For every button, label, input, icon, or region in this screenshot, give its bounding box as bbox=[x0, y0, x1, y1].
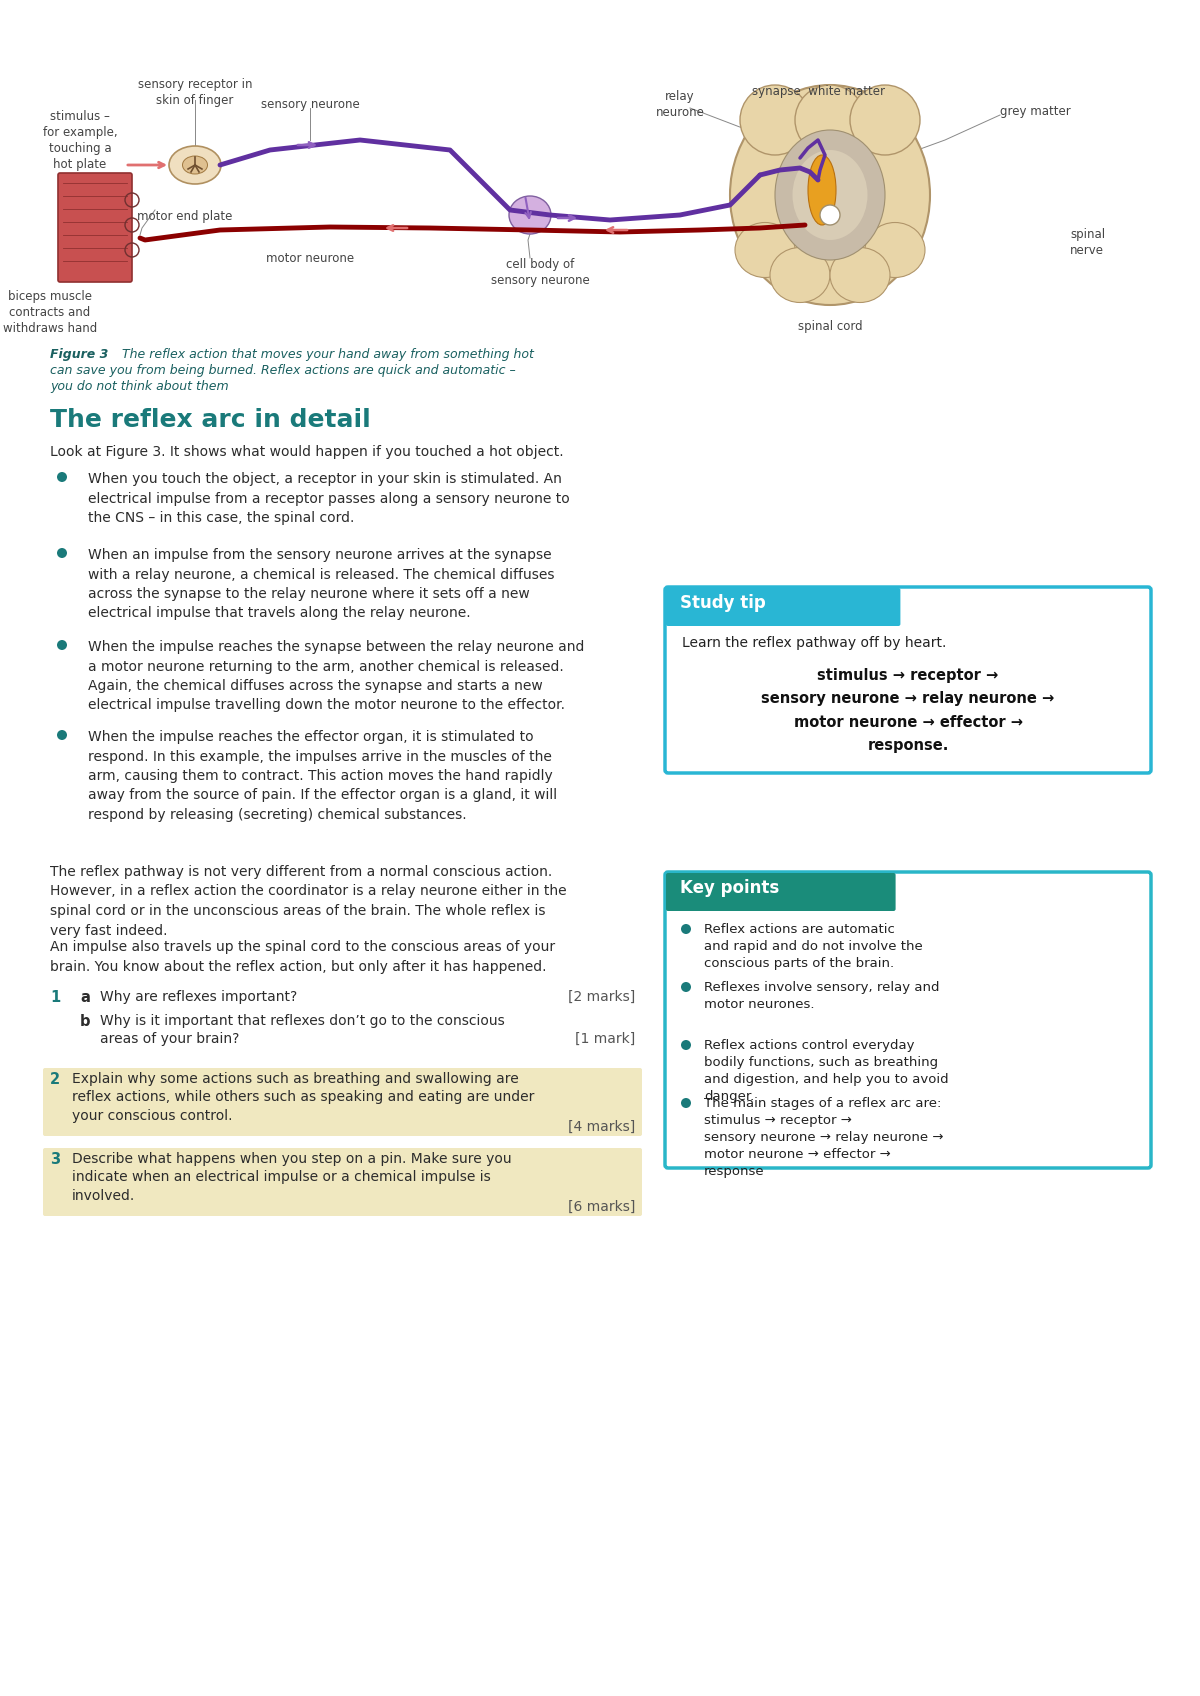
Text: [4 marks]: [4 marks] bbox=[568, 1119, 635, 1135]
Text: When the impulse reaches the synapse between the relay neurone and
a motor neuro: When the impulse reaches the synapse bet… bbox=[88, 639, 584, 712]
Ellipse shape bbox=[775, 131, 886, 259]
Text: stimulus –
for example,
touching a
hot plate: stimulus – for example, touching a hot p… bbox=[43, 110, 118, 171]
Text: biceps muscle
contracts and
withdraws hand: biceps muscle contracts and withdraws ha… bbox=[2, 290, 97, 336]
Text: [1 mark]: [1 mark] bbox=[575, 1031, 635, 1046]
Text: When the impulse reaches the effector organ, it is stimulated to
respond. In thi: When the impulse reaches the effector or… bbox=[88, 729, 557, 823]
Text: motor end plate: motor end plate bbox=[137, 210, 233, 222]
Text: Key points: Key points bbox=[680, 879, 779, 897]
Text: [6 marks]: [6 marks] bbox=[568, 1201, 635, 1214]
Text: Describe what happens when you step on a pin. Make sure you
indicate when an ele: Describe what happens when you step on a… bbox=[72, 1152, 511, 1202]
Circle shape bbox=[58, 729, 67, 739]
Ellipse shape bbox=[850, 85, 920, 154]
Text: sensory receptor in
skin of finger: sensory receptor in skin of finger bbox=[138, 78, 252, 107]
Ellipse shape bbox=[509, 197, 551, 234]
Text: When an impulse from the sensory neurone arrives at the synapse
with a relay neu: When an impulse from the sensory neurone… bbox=[88, 548, 554, 621]
Circle shape bbox=[58, 639, 67, 650]
Circle shape bbox=[682, 982, 691, 992]
Text: cell body of
sensory neurone: cell body of sensory neurone bbox=[491, 258, 589, 287]
Text: [2 marks]: [2 marks] bbox=[568, 990, 635, 1004]
Ellipse shape bbox=[808, 154, 836, 226]
Ellipse shape bbox=[796, 85, 865, 154]
Circle shape bbox=[682, 1097, 691, 1107]
Text: 3: 3 bbox=[50, 1152, 60, 1167]
Ellipse shape bbox=[865, 222, 925, 278]
Ellipse shape bbox=[182, 156, 208, 175]
Text: b: b bbox=[80, 1014, 90, 1029]
FancyBboxPatch shape bbox=[58, 173, 132, 282]
FancyBboxPatch shape bbox=[43, 1068, 642, 1136]
Text: Why is it important that reflexes don’t go to the conscious
areas of your brain?: Why is it important that reflexes don’t … bbox=[100, 1014, 505, 1046]
Text: 2: 2 bbox=[50, 1072, 60, 1087]
Circle shape bbox=[682, 1040, 691, 1050]
FancyBboxPatch shape bbox=[666, 873, 895, 911]
FancyBboxPatch shape bbox=[43, 1148, 642, 1216]
Text: The reflex arc in detail: The reflex arc in detail bbox=[50, 409, 371, 432]
Text: Figure 3: Figure 3 bbox=[50, 348, 108, 361]
Text: synapse  white matter: synapse white matter bbox=[752, 85, 886, 98]
Text: Study tip: Study tip bbox=[680, 594, 766, 612]
Ellipse shape bbox=[169, 146, 221, 183]
Text: When you touch the object, a receptor in your skin is stimulated. An
electrical : When you touch the object, a receptor in… bbox=[88, 471, 570, 526]
Text: Reflexes involve sensory, relay and
motor neurones.: Reflexes involve sensory, relay and moto… bbox=[704, 980, 940, 1011]
Text: The main stages of a reflex arc are:
stimulus → receptor →
sensory neurone → rel: The main stages of a reflex arc are: sti… bbox=[704, 1097, 943, 1179]
Ellipse shape bbox=[740, 85, 810, 154]
Text: Learn the reflex pathway off by heart.: Learn the reflex pathway off by heart. bbox=[682, 636, 947, 650]
Text: spinal cord: spinal cord bbox=[798, 321, 863, 332]
Text: Explain why some actions such as breathing and swallowing are
reflex actions, wh: Explain why some actions such as breathi… bbox=[72, 1072, 534, 1123]
Ellipse shape bbox=[830, 248, 890, 302]
Text: An impulse also travels up the spinal cord to the conscious areas of your
brain.: An impulse also travels up the spinal co… bbox=[50, 940, 556, 974]
Circle shape bbox=[682, 924, 691, 934]
Text: Reflex actions are automatic
and rapid and do not involve the
conscious parts of: Reflex actions are automatic and rapid a… bbox=[704, 923, 923, 970]
Ellipse shape bbox=[792, 149, 868, 241]
Text: sensory neurone: sensory neurone bbox=[260, 98, 359, 110]
Ellipse shape bbox=[770, 248, 830, 302]
Text: can save you from being burned. Reflex actions are quick and automatic –: can save you from being burned. Reflex a… bbox=[50, 365, 516, 377]
Text: Look at Figure 3. It shows what would happen if you touched a hot object.: Look at Figure 3. It shows what would ha… bbox=[50, 444, 564, 460]
Text: you do not think about them: you do not think about them bbox=[50, 380, 229, 393]
FancyBboxPatch shape bbox=[665, 587, 1151, 773]
Ellipse shape bbox=[734, 222, 796, 278]
Text: a: a bbox=[80, 990, 90, 1006]
Text: motor neurone: motor neurone bbox=[266, 253, 354, 265]
Circle shape bbox=[820, 205, 840, 226]
FancyBboxPatch shape bbox=[666, 589, 900, 626]
Text: stimulus → receptor →
sensory neurone → relay neurone →
motor neurone → effector: stimulus → receptor → sensory neurone → … bbox=[761, 668, 1055, 753]
Text: Why are reflexes important?: Why are reflexes important? bbox=[100, 990, 298, 1004]
Circle shape bbox=[58, 471, 67, 482]
Text: relay
neurone: relay neurone bbox=[655, 90, 704, 119]
Text: grey matter: grey matter bbox=[1000, 105, 1070, 119]
Text: The reflex action that moves your hand away from something hot: The reflex action that moves your hand a… bbox=[118, 348, 534, 361]
Text: The reflex pathway is not very different from a normal conscious action.
However: The reflex pathway is not very different… bbox=[50, 865, 566, 938]
Text: Reflex actions control everyday
bodily functions, such as breathing
and digestio: Reflex actions control everyday bodily f… bbox=[704, 1040, 949, 1102]
Ellipse shape bbox=[730, 85, 930, 305]
Text: 1: 1 bbox=[50, 990, 60, 1006]
FancyBboxPatch shape bbox=[665, 872, 1151, 1169]
Circle shape bbox=[58, 548, 67, 558]
Text: spinal
nerve: spinal nerve bbox=[1070, 227, 1105, 258]
